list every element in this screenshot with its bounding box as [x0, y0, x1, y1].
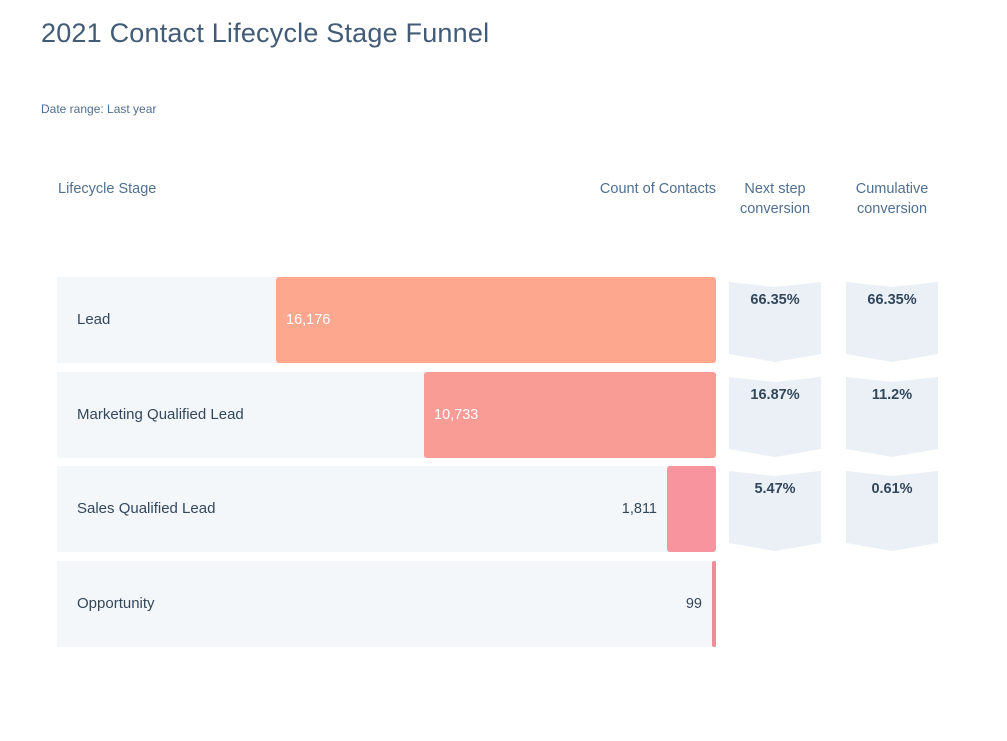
- next-step-conversion-1: 66.35%: [729, 282, 821, 362]
- column-header-next-step-conversion: Next step conversion: [739, 181, 811, 217]
- funnel-row-sales-qualified-lead: Sales Qualified Lead 1,811: [57, 466, 716, 552]
- funnel-row-opportunity: Opportunity 99: [57, 561, 716, 647]
- count-label: 16,176: [286, 312, 331, 328]
- cumulative-conversion-3: 0.61%: [846, 471, 938, 551]
- next-step-conversion-1-value: 66.35%: [750, 292, 800, 308]
- cumulative-conversion-2-value: 11.2%: [871, 387, 913, 403]
- funnel-row-lead: Lead 16,176: [57, 277, 716, 363]
- cumulative-conversion-1: 66.35%: [846, 282, 938, 362]
- chevron-shape: [729, 377, 821, 457]
- count-label: 99: [685, 596, 702, 612]
- funnel-bar-opportunity[interactable]: [712, 561, 716, 647]
- funnel-row-marketing-qualified-lead: Marketing Qualified Lead 10,733: [57, 372, 716, 458]
- cumulative-conversion-2: 11.2%: [846, 377, 938, 457]
- count-label: 1,811: [621, 501, 657, 517]
- funnel-bar-lead[interactable]: [276, 277, 716, 363]
- funnel-bar-marketing-qualified-lead[interactable]: [424, 372, 716, 458]
- column-header-lifecycle-stage: Lifecycle Stage: [58, 181, 157, 197]
- stage-label: Marketing Qualified Lead: [77, 406, 244, 423]
- chevron-shape: [729, 471, 821, 551]
- chevron-shape: [729, 282, 821, 362]
- next-step-conversion-3: 5.47%: [729, 471, 821, 551]
- page-title: 2021 Contact Lifecycle Stage Funnel: [41, 18, 490, 48]
- count-label: 10,733: [434, 407, 479, 423]
- next-step-conversion-2: 16.87%: [729, 377, 821, 457]
- funnel-bar-sales-qualified-lead[interactable]: [667, 466, 716, 552]
- chevron-shape: [846, 471, 938, 551]
- stage-label: Lead: [77, 311, 111, 328]
- date-range-label: Date range: Last year: [41, 102, 157, 116]
- cumulative-conversion-1-value: 66.35%: [867, 292, 917, 308]
- column-header-count-of-contacts: Count of Contacts: [599, 181, 716, 197]
- stage-label: Sales Qualified Lead: [77, 500, 216, 517]
- cumulative-conversion-3-value: 0.61%: [871, 481, 913, 497]
- column-header-cumulative-conversion: Cumulative conversion: [855, 181, 929, 217]
- next-step-conversion-3-value: 5.47%: [754, 481, 796, 497]
- next-step-conversion-2-value: 16.87%: [750, 387, 800, 403]
- stage-label: Opportunity: [77, 595, 155, 612]
- chevron-shape: [846, 377, 938, 457]
- chevron-shape: [846, 282, 938, 362]
